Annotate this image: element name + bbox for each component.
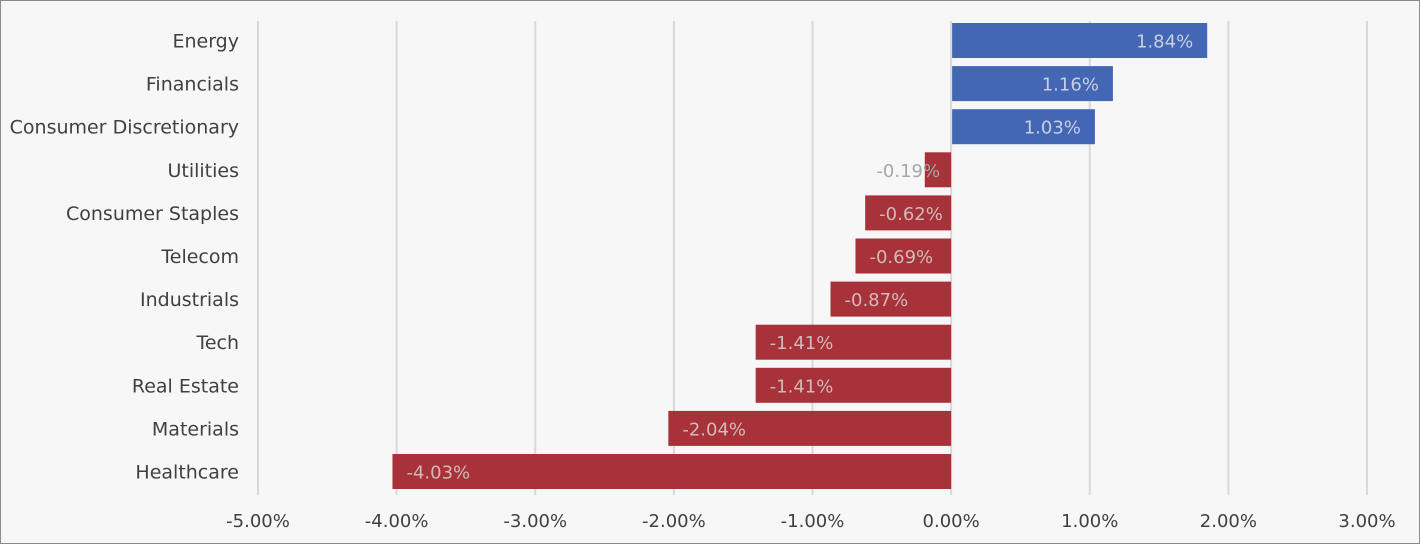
bar-consumer-discretionary (952, 109, 1095, 145)
x-tick-label: 1.00% (1061, 511, 1118, 532)
bar-real-estate (755, 367, 952, 403)
bar-energy (952, 23, 1208, 58)
category-label: Healthcare (135, 462, 239, 484)
x-tick-label: 0.00% (923, 511, 980, 532)
category-label: Financials (146, 74, 239, 96)
data-label: -1.41% (770, 376, 834, 397)
x-axis-tick-labels: -5.00% -4.00% -3.00% -2.00% -1.00% 0.00% 1.00%… (226, 511, 1395, 532)
bar-telecom (855, 238, 952, 274)
bar-financials (952, 66, 1113, 102)
bar-tech (755, 324, 952, 360)
bar-utilities (924, 152, 952, 188)
data-label: 1.84% (1136, 32, 1193, 53)
bar-consumer-staples (865, 195, 952, 231)
x-tick-label: -4.00% (365, 511, 429, 532)
x-tick-label: -1.00% (781, 511, 845, 532)
category-label: Telecom (160, 246, 239, 268)
category-label: Energy (172, 31, 239, 53)
data-label: 1.03% (1024, 118, 1081, 139)
data-label: -0.87% (845, 290, 909, 311)
category-label: Tech (195, 332, 239, 354)
category-label: Materials (152, 418, 239, 440)
category-label: Industrials (140, 289, 239, 311)
data-label: -2.04% (682, 419, 746, 440)
data-label: 1.16% (1042, 75, 1099, 96)
bar-industrials (830, 281, 952, 317)
data-label: -4.03% (406, 463, 470, 484)
x-tick-label: -5.00% (226, 511, 290, 532)
bars: 1.84% 1.16% 1.03% -0.19% -0.62% -0.69% -0.87% -… (392, 23, 1208, 489)
category-label: Utilities (167, 160, 239, 182)
data-label: -1.41% (770, 333, 834, 354)
data-label: -0.19% (876, 161, 940, 182)
category-label: Consumer Discretionary (10, 117, 239, 139)
data-label: -0.62% (879, 204, 943, 225)
x-tick-label: -3.00% (503, 511, 567, 532)
x-tick-label: 3.00% (1338, 511, 1395, 532)
data-label: -0.69% (869, 247, 933, 268)
category-label: Real Estate (132, 375, 239, 397)
x-tick-label: -2.00% (642, 511, 706, 532)
bar-materials (668, 410, 952, 446)
category-labels: Energy Financials Consumer Discretionary Ut… (10, 31, 239, 484)
bar-healthcare (392, 454, 952, 489)
x-tick-label: 2.00% (1200, 511, 1257, 532)
category-label: Consumer Staples (66, 203, 239, 225)
